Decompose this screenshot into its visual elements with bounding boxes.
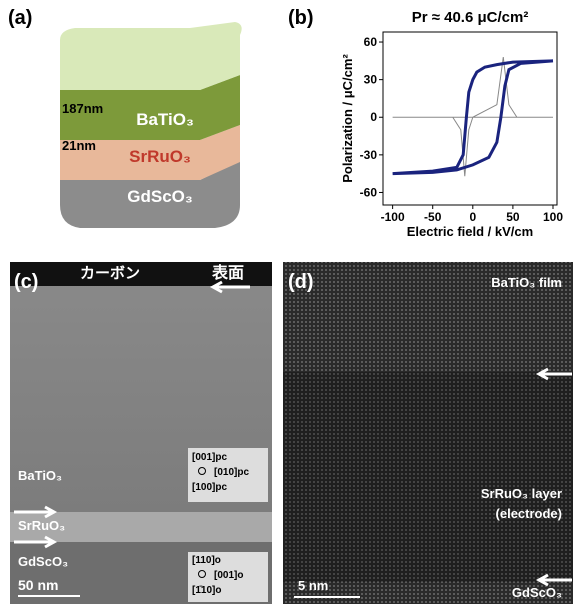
panel-label: (b) (288, 7, 314, 29)
y-axis-label: Polarization / μC/cm² (340, 54, 355, 183)
chart: Pr ≈ 40.6 μC/cm² Electric field / kV/cm Po… (340, 9, 563, 239)
y-tick-label: 60 (364, 35, 378, 49)
plot-frame (383, 32, 557, 205)
x-axis-label: Electric field / kV/cm (407, 224, 533, 239)
layer-name: SrRuO₃ (129, 147, 191, 166)
axis-direction: [010]pc (214, 467, 249, 478)
axis-direction: [001]pc (192, 452, 227, 463)
layer-name: (electrode) (496, 506, 562, 521)
axis-direction: [110]o (192, 555, 221, 566)
region-label: 表面 (211, 263, 244, 282)
layer-name: GdScO₃ (18, 554, 68, 569)
panel-a: (a) 187nm 21nm BaTiO₃ SrRuO₃ GdScO₃ (8, 7, 242, 228)
y-tick-label: 30 (364, 73, 378, 87)
axis-direction: [001]o (214, 570, 243, 581)
axis-direction: [100]pc (192, 482, 227, 493)
y-tick-label: -60 (360, 185, 378, 199)
panel-c: (c) カーボン 表面 BaTiO₃ SrRuO₃ GdScO₃ 50 nm [… (10, 262, 272, 604)
scale-label: 50 nm (18, 577, 58, 593)
layer-name: BaTiO₃ (136, 110, 194, 129)
layer-name: BaTiO₃ (18, 468, 62, 483)
panel-label: (d) (288, 271, 314, 293)
region-label: カーボン (80, 265, 140, 282)
panel-d: (d) BaTiO₃ film SrRuO₃ layer (electrode)… (283, 262, 573, 604)
layer-name: BaTiO₃ film (491, 275, 562, 290)
axis-direction: [1̄10]o (192, 585, 221, 596)
figure: (a) 187nm 21nm BaTiO₃ SrRuO₃ GdScO₃ (b) … (0, 0, 573, 604)
layer-name: SrRuO₃ (18, 518, 65, 533)
panel-label: (c) (14, 271, 38, 293)
page: (a) 187nm 21nm BaTiO₃ SrRuO₃ GdScO₃ (b) … (0, 0, 573, 604)
layer-name: GdScO₃ (512, 585, 562, 600)
scale-label: 5 nm (298, 578, 328, 593)
electrode-region (283, 372, 573, 582)
panel-label: (a) (8, 7, 32, 29)
y-tick-label: 0 (370, 110, 377, 124)
x-tick-label: 100 (543, 210, 563, 224)
thickness: 21nm (62, 138, 96, 153)
x-tick-label: 50 (506, 210, 520, 224)
layer-name: GdScO₃ (127, 187, 193, 206)
chart-title: Pr ≈ 40.6 μC/cm² (412, 9, 529, 26)
x-tick-label: -50 (424, 210, 442, 224)
y-tick-label: -30 (360, 148, 378, 162)
series-line (393, 57, 553, 176)
x-tick-label: -100 (381, 210, 405, 224)
thickness: 187nm (62, 101, 103, 116)
layer-name: SrRuO₃ layer (481, 486, 562, 501)
x-tick-label: 0 (469, 210, 476, 224)
film-top (60, 22, 242, 90)
